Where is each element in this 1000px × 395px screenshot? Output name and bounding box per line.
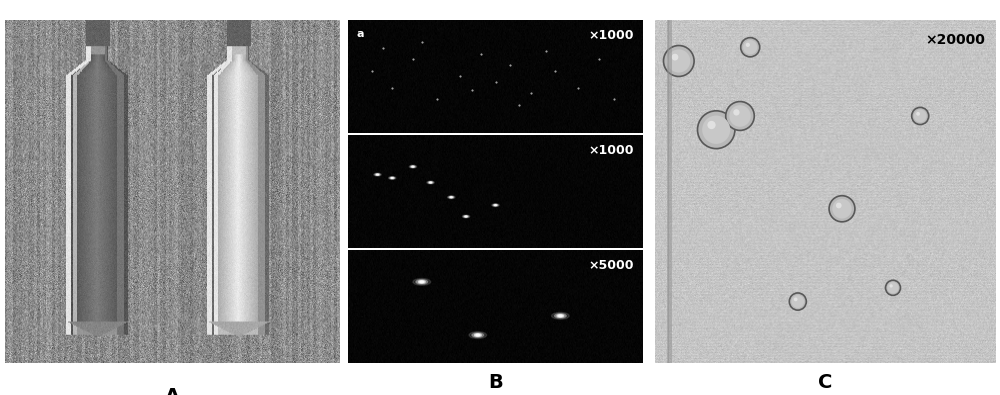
Circle shape <box>702 116 730 144</box>
Circle shape <box>429 182 433 183</box>
Circle shape <box>559 315 562 316</box>
Text: ×5000: ×5000 <box>589 259 634 272</box>
Circle shape <box>726 102 754 130</box>
Circle shape <box>698 111 735 149</box>
Circle shape <box>914 109 927 122</box>
Circle shape <box>427 181 434 184</box>
Circle shape <box>377 174 378 175</box>
Circle shape <box>794 297 798 301</box>
Circle shape <box>389 177 396 179</box>
Text: A: A <box>165 387 180 395</box>
Circle shape <box>664 45 694 77</box>
Circle shape <box>418 280 425 283</box>
Circle shape <box>741 38 760 57</box>
Circle shape <box>743 40 757 55</box>
Text: a: a <box>357 29 364 39</box>
Circle shape <box>375 174 380 175</box>
Circle shape <box>729 105 751 127</box>
Circle shape <box>746 43 750 47</box>
Circle shape <box>450 197 452 198</box>
Circle shape <box>409 165 416 168</box>
Circle shape <box>554 314 566 318</box>
Circle shape <box>464 216 468 217</box>
Circle shape <box>469 332 487 339</box>
Circle shape <box>707 121 716 129</box>
Circle shape <box>374 173 381 176</box>
Circle shape <box>916 112 920 116</box>
Circle shape <box>412 166 414 167</box>
Circle shape <box>552 312 569 319</box>
Circle shape <box>449 196 453 198</box>
Circle shape <box>789 293 806 310</box>
Circle shape <box>465 216 467 217</box>
Circle shape <box>557 314 564 317</box>
Text: ×20000: ×20000 <box>925 34 985 47</box>
Circle shape <box>416 280 428 284</box>
Circle shape <box>420 281 424 282</box>
Text: ×1000: ×1000 <box>589 144 634 157</box>
Circle shape <box>829 196 855 222</box>
Circle shape <box>733 109 740 116</box>
Circle shape <box>476 335 480 336</box>
Text: C: C <box>818 373 832 392</box>
Circle shape <box>912 107 929 124</box>
Circle shape <box>836 203 842 209</box>
Circle shape <box>886 280 900 295</box>
Circle shape <box>791 295 804 308</box>
Circle shape <box>472 333 484 337</box>
Circle shape <box>832 199 852 218</box>
Circle shape <box>390 177 394 179</box>
Text: ×1000: ×1000 <box>589 29 634 42</box>
Circle shape <box>448 196 455 199</box>
Text: B: B <box>488 373 503 392</box>
Circle shape <box>667 49 690 73</box>
Circle shape <box>413 278 431 285</box>
Circle shape <box>492 204 499 207</box>
Circle shape <box>493 204 498 206</box>
Circle shape <box>889 284 893 288</box>
Circle shape <box>887 282 899 293</box>
Circle shape <box>474 334 481 337</box>
Circle shape <box>430 182 431 183</box>
Circle shape <box>462 215 470 218</box>
Circle shape <box>672 54 678 60</box>
Circle shape <box>411 166 415 167</box>
